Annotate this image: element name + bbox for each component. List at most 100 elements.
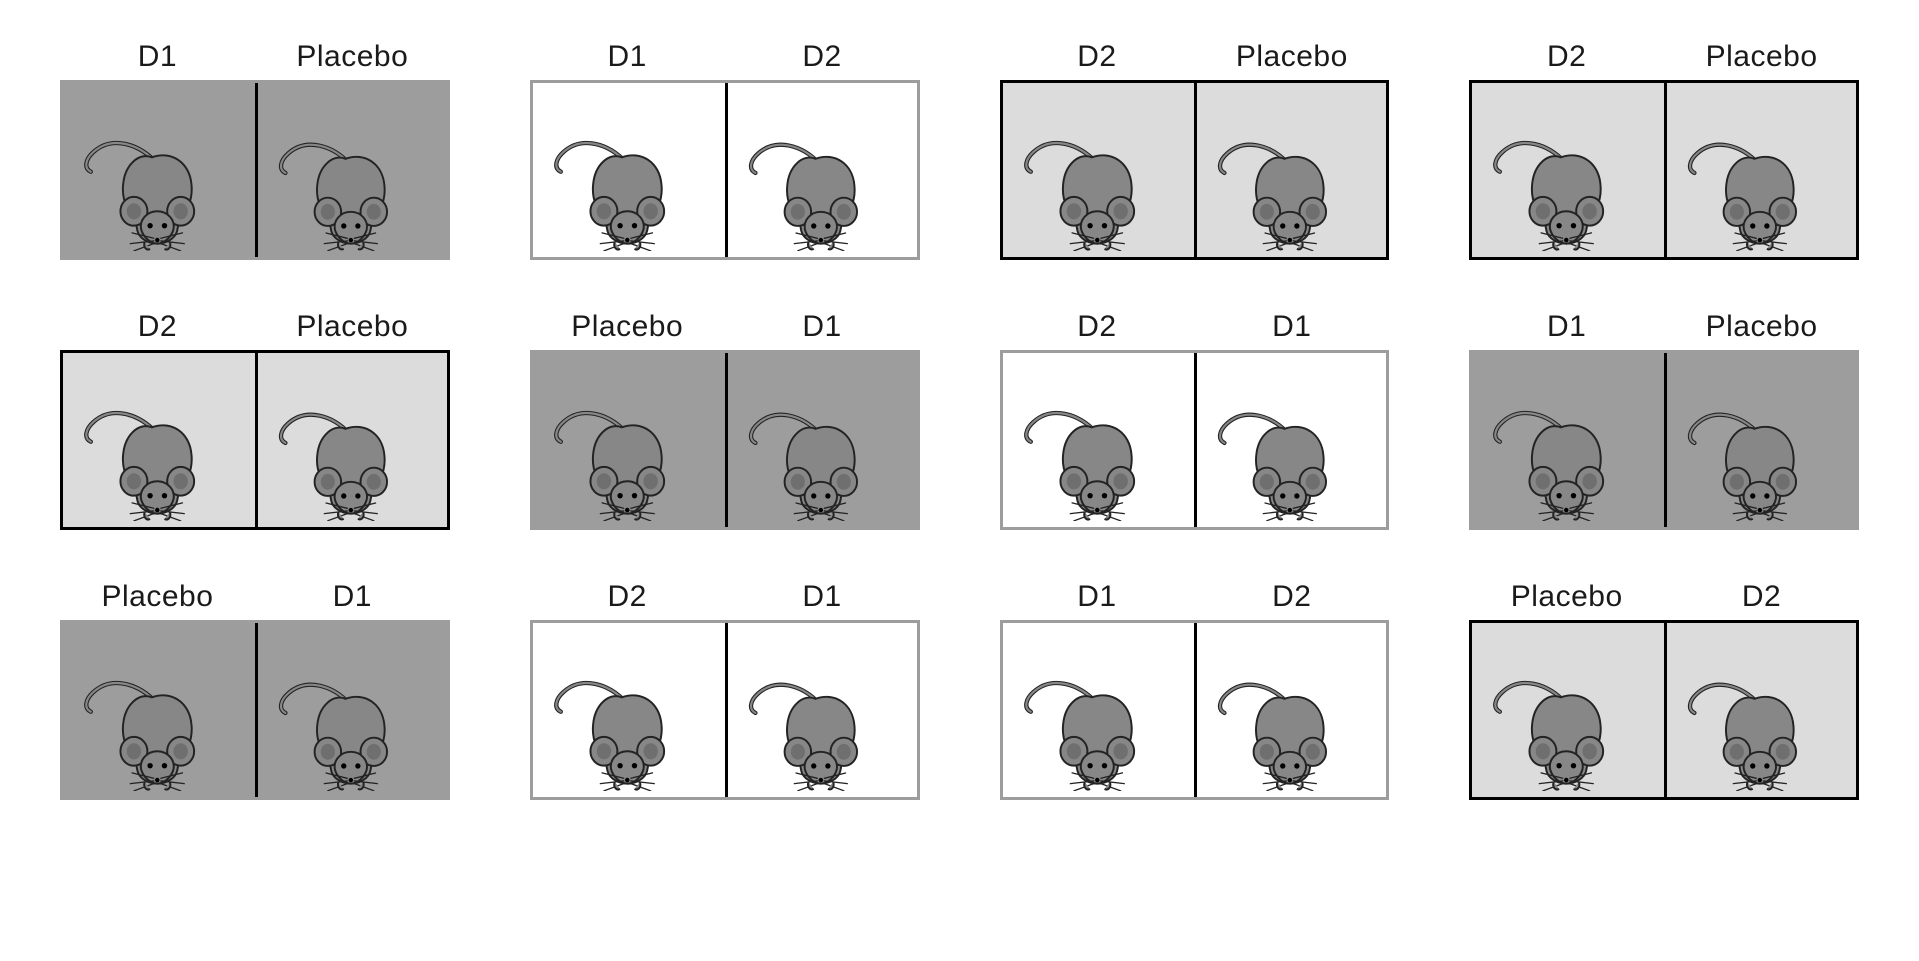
cage-box — [60, 350, 450, 530]
cage: D2D1 — [530, 580, 920, 800]
mouse-icon — [1675, 397, 1848, 521]
cage-half-right — [1194, 623, 1386, 797]
cage-half-right — [725, 83, 917, 257]
label-right: D1 — [725, 580, 920, 614]
label-right: D2 — [1664, 580, 1859, 614]
mouse-icon — [1011, 395, 1187, 521]
mouse-icon — [1480, 395, 1656, 521]
cage-half-left — [533, 623, 725, 797]
label-right: Placebo — [255, 310, 450, 344]
mouse-icon — [1480, 125, 1656, 251]
label-left: D2 — [1000, 40, 1195, 74]
mouse-icon — [541, 665, 717, 791]
cage-half-left — [63, 353, 255, 527]
label-right: D2 — [725, 40, 920, 74]
cage-box — [530, 620, 920, 800]
label-left: D1 — [1000, 580, 1195, 614]
cage-half-left — [1003, 83, 1195, 257]
cage-half-right — [255, 353, 447, 527]
label-left: D2 — [1469, 40, 1664, 74]
mouse-icon — [266, 397, 439, 521]
cage-box — [60, 620, 450, 800]
cage-labels: PlaceboD1 — [530, 310, 920, 344]
label-left: Placebo — [60, 580, 255, 614]
cage-half-left — [1472, 353, 1664, 527]
label-right: Placebo — [1194, 40, 1389, 74]
label-left: D2 — [530, 580, 725, 614]
label-left: D1 — [530, 40, 725, 74]
mouse-icon — [1480, 665, 1656, 791]
cage: PlaceboD1 — [60, 580, 450, 800]
cage-half-right — [255, 83, 447, 257]
cage-half-left — [533, 83, 725, 257]
cage-half-left — [63, 623, 255, 797]
label-left: D2 — [1000, 310, 1195, 344]
mouse-icon — [736, 397, 909, 521]
mouse-icon — [1675, 127, 1848, 251]
label-right: Placebo — [1664, 40, 1859, 74]
label-left: D1 — [60, 40, 255, 74]
cage-box — [1000, 620, 1390, 800]
cage: D2Placebo — [1469, 40, 1859, 260]
mouse-icon — [1011, 125, 1187, 251]
mouse-icon — [266, 127, 439, 251]
cage-box — [1000, 80, 1390, 260]
cage-half-left — [1003, 353, 1195, 527]
cage-labels: D1Placebo — [60, 40, 450, 74]
mouse-icon — [1205, 667, 1378, 791]
cage-half-left — [1472, 83, 1664, 257]
mouse-icon — [266, 667, 439, 791]
cage-half-right — [1664, 83, 1856, 257]
mouse-icon — [71, 125, 247, 251]
mouse-icon — [1675, 667, 1848, 791]
cage: D2D1 — [1000, 310, 1390, 530]
cage-half-right — [1194, 353, 1386, 527]
cage-box — [530, 350, 920, 530]
cage-box — [1469, 620, 1859, 800]
cage-box — [1000, 350, 1390, 530]
cage-half-right — [725, 353, 917, 527]
cage-box — [1469, 350, 1859, 530]
cage-labels: D2D1 — [1000, 310, 1390, 344]
mouse-icon — [1205, 127, 1378, 251]
label-right: D2 — [1194, 580, 1389, 614]
cage-half-left — [63, 83, 255, 257]
cage-grid: D1Placebo — [60, 40, 1859, 800]
cage: D2Placebo — [60, 310, 450, 530]
mouse-icon — [1205, 397, 1378, 521]
label-right: Placebo — [255, 40, 450, 74]
label-left: Placebo — [530, 310, 725, 344]
cage-labels: D2Placebo — [1469, 40, 1859, 74]
mouse-icon — [71, 395, 247, 521]
label-right: Placebo — [1664, 310, 1859, 344]
cage-labels: D2Placebo — [1000, 40, 1390, 74]
cage-box — [60, 80, 450, 260]
mouse-icon — [541, 395, 717, 521]
label-right: D1 — [1194, 310, 1389, 344]
cage: PlaceboD2 — [1469, 580, 1859, 800]
mouse-icon — [541, 125, 717, 251]
label-left: D1 — [1469, 310, 1664, 344]
cage-half-right — [1664, 353, 1856, 527]
cage: D1D2 — [1000, 580, 1390, 800]
cage: D1Placebo — [1469, 310, 1859, 530]
cage-labels: D1Placebo — [1469, 310, 1859, 344]
cage-labels: D2Placebo — [60, 310, 450, 344]
cage-half-left — [1472, 623, 1664, 797]
label-right: D1 — [725, 310, 920, 344]
cage: D1Placebo — [60, 40, 450, 260]
cage: D1D2 — [530, 40, 920, 260]
mouse-icon — [736, 667, 909, 791]
cage-labels: D1D2 — [530, 40, 920, 74]
cage-box — [1469, 80, 1859, 260]
cage-half-right — [1194, 83, 1386, 257]
cage-half-left — [1003, 623, 1195, 797]
label-left: D2 — [60, 310, 255, 344]
label-right: D1 — [255, 580, 450, 614]
cage: D2Placebo — [1000, 40, 1390, 260]
mouse-icon — [736, 127, 909, 251]
cage-half-right — [1664, 623, 1856, 797]
cage-half-left — [533, 353, 725, 527]
cage-box — [530, 80, 920, 260]
label-left: Placebo — [1469, 580, 1664, 614]
